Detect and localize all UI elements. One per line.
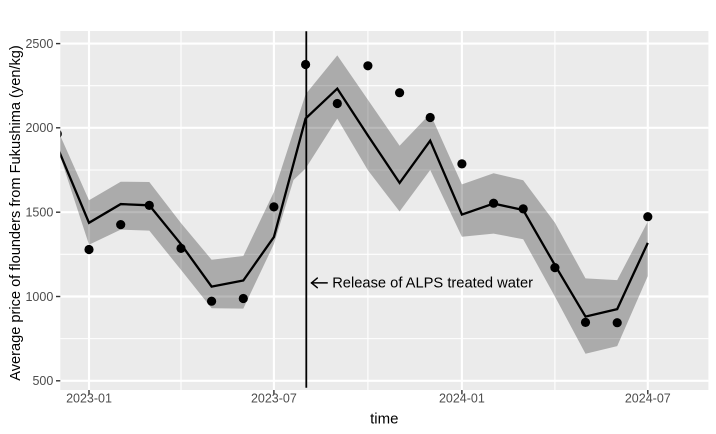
svg-text:2024-01: 2024-01 <box>439 392 485 406</box>
svg-text:2023-01: 2023-01 <box>66 392 112 406</box>
svg-text:time: time <box>370 411 398 428</box>
svg-text:2024-07: 2024-07 <box>625 392 671 406</box>
svg-text:2023-07: 2023-07 <box>251 392 297 406</box>
svg-text:500: 500 <box>32 374 53 388</box>
svg-text:2000: 2000 <box>25 121 53 135</box>
svg-text:2500: 2500 <box>25 37 53 51</box>
svg-text:Release of ALPS treated water: Release of ALPS treated water <box>332 275 533 291</box>
svg-text:Average price of flounders fro: Average price of flounders from Fukushim… <box>8 45 24 381</box>
svg-text:1000: 1000 <box>25 290 53 304</box>
svg-text:1500: 1500 <box>25 206 53 220</box>
